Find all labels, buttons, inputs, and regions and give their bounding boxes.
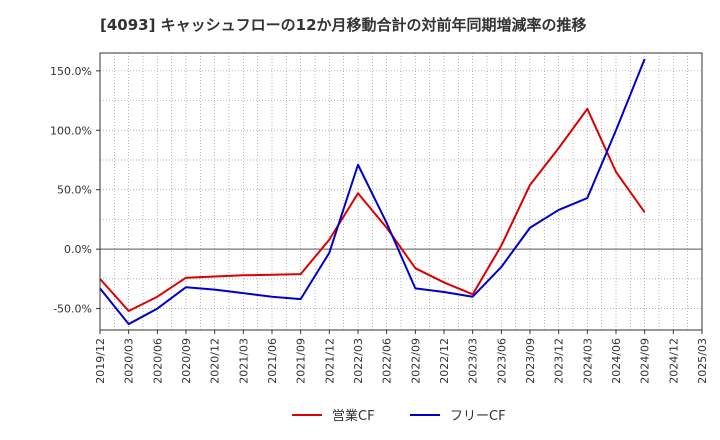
x-tick-label: 2020/06 [151, 338, 164, 384]
y-tick-label: 100.0% [50, 124, 92, 137]
x-tick-label: 2022/12 [438, 338, 451, 384]
x-tick-label: 2022/09 [409, 338, 422, 384]
x-tick-label: 2020/12 [209, 338, 222, 384]
x-tick-label: 2023/12 [553, 338, 566, 384]
legend: 営業CF フリーCF [292, 408, 506, 424]
legend-label-0: 営業CF [332, 408, 375, 424]
x-tick-label: 2021/03 [237, 338, 250, 384]
x-tick-label: 2019/12 [94, 338, 107, 384]
x-tick-label: 2023/09 [524, 338, 537, 384]
x-tick-label: 2021/06 [266, 338, 279, 384]
y-axis-ticks: 150.0% 100.0% 50.0% 0.0% -50.0% [50, 65, 100, 316]
x-tick-label: 2024/12 [667, 338, 680, 384]
x-tick-label: 2022/03 [352, 338, 365, 384]
series-line-1 [99, 58, 646, 326]
plot-frame [99, 52, 703, 331]
series-line-0 [99, 107, 646, 312]
x-tick-label: 2025/03 [696, 338, 709, 384]
y-tick-label: -50.0% [53, 303, 92, 316]
legend-label-1: フリーCF [450, 409, 506, 424]
x-tick-label: 2022/06 [381, 338, 394, 384]
x-axis-ticks: 2019/12 2020/03 2020/06 2020/09 2020/12 2021/… [94, 330, 709, 384]
y-tick-label: 50.0% [57, 184, 92, 197]
x-tick-label: 2021/09 [295, 338, 308, 384]
y-tick-label: 150.0% [50, 65, 92, 78]
x-tick-label: 2020/03 [123, 338, 136, 384]
y-tick-label: 0.0% [64, 243, 92, 256]
series-lines [99, 58, 646, 326]
x-tick-label: 2023/03 [467, 338, 480, 384]
x-tick-label: 2024/09 [639, 338, 652, 384]
x-tick-label: 2020/09 [180, 338, 193, 384]
x-tick-label: 2021/12 [323, 338, 336, 384]
x-tick-label: 2024/03 [581, 338, 594, 384]
x-tick-label: 2023/06 [495, 338, 508, 384]
chart-title: [4093] キャッシュフローの12か月移動合計の対前年同期増減率の推移 [100, 16, 587, 34]
x-tick-label: 2024/06 [610, 338, 623, 384]
